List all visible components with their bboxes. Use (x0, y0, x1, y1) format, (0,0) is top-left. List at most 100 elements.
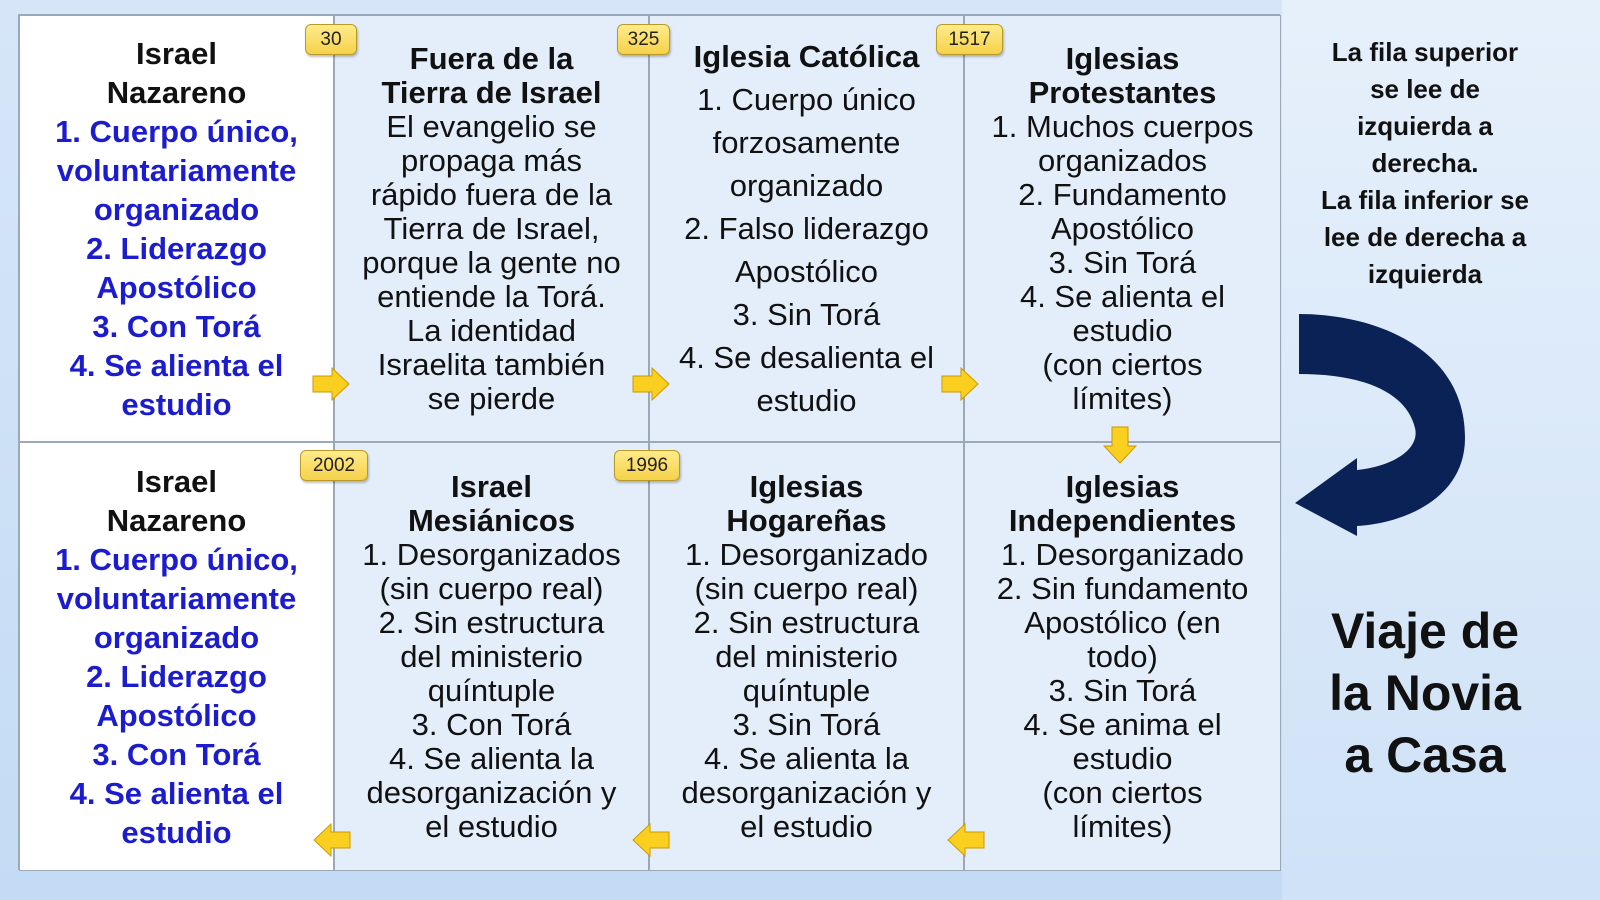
stage-point: Israelita también (377, 346, 606, 382)
stage-point: 1. Cuerpo único, (55, 113, 298, 149)
stage-point: (sin cuerpo real) (694, 570, 919, 606)
stage-point: se pierde (427, 380, 556, 416)
stage-cell: Iglesias Protestantes 1. Muchos cuerpos org… (964, 15, 1281, 442)
year-badge: 1996 (614, 450, 680, 481)
stage-point: porque la gente no (362, 244, 621, 280)
note-line: izquierda a (1357, 111, 1493, 141)
stage-point: voluntariamente (56, 580, 297, 616)
year-badge: 2002 (300, 450, 368, 481)
stage-point: La identidad (407, 312, 576, 348)
arrow-left-icon (947, 823, 985, 857)
stage-point: forzosamente (712, 125, 901, 160)
stage-point: quíntuple (427, 672, 556, 708)
stage-point: 2. Falso liderazgo (684, 211, 929, 246)
stage-point: (sin cuerpo real) (379, 570, 604, 606)
stage-title: Fuera de la (409, 40, 574, 76)
stage-title: Iglesias (1065, 468, 1180, 504)
stage-point: 1. Cuerpo único, (55, 541, 298, 577)
stage-point: Apostólico (96, 269, 257, 305)
stage-title: Iglesia Católica (693, 39, 920, 74)
stage-point: del ministerio (715, 638, 898, 674)
title-line: la Novia (1329, 665, 1521, 721)
stage-point: Apostólico (96, 697, 257, 733)
stage-point: 2. Liderazgo (86, 658, 267, 694)
stage-point: 3. Con Torá (92, 736, 261, 772)
year-badge: 30 (305, 24, 357, 55)
stage-title: Iglesias (1065, 40, 1180, 76)
stage-title: Protestantes (1028, 74, 1217, 110)
stage-title: Nazareno (106, 502, 247, 538)
stage-point: 4. Se alienta el (1019, 278, 1226, 314)
stage-cell: Israel Mesiánicos 1. Desorganizados (sin cu… (334, 442, 649, 871)
stage-point: 1. Desorganizado (685, 536, 928, 572)
stage-point: estudio (121, 386, 232, 422)
stage-point: 1. Desorganizados (362, 536, 621, 572)
note-line: se lee de (1370, 74, 1480, 104)
stage-point: organizado (93, 619, 260, 655)
title-line: Viaje de (1330, 603, 1520, 659)
stage-cell: Iglesias Hogareñas 1. Desorganizado (sin cu… (649, 442, 964, 871)
stage-point: Tierra de Israel, (383, 210, 600, 246)
stage-point: rápido fuera de la (370, 176, 613, 212)
stage-title: Tierra de Israel (381, 74, 602, 110)
stage-point: 4. Se desalienta el (678, 340, 935, 375)
stage-point: 3. Con Torá (92, 308, 261, 344)
stage-point: 1. Desorganizado (1001, 536, 1244, 572)
stage-point: organizados (1038, 142, 1207, 178)
stage-title: Israel (450, 468, 532, 504)
stage-point: (con ciertos (1042, 346, 1203, 382)
reading-note: La fila superior se lee de izquierda a dere… (1290, 34, 1560, 293)
stage-point: estudio (1072, 312, 1173, 348)
note-line: izquierda (1367, 259, 1483, 289)
stage-point: 1. Muchos cuerpos (991, 108, 1254, 144)
arrow-down-icon (1103, 426, 1137, 464)
stage-title: Nazareno (106, 74, 247, 110)
stage-point: entiende la Torá. (377, 278, 606, 314)
stage-point: 3. Sin Torá (1048, 672, 1197, 708)
stage-point: límites) (1072, 808, 1173, 844)
stage-point: voluntariamente (56, 152, 297, 188)
stage-cell: Israel Nazareno 1. Cuerpo único, voluntaria… (19, 15, 334, 442)
stage-point: organizado (93, 191, 260, 227)
stage-point: 3. Con Torá (411, 706, 572, 742)
stage-cell: Israel Nazareno 1. Cuerpo único, voluntaria… (19, 442, 334, 871)
stage-point: el estudio (740, 808, 873, 844)
stage-point: 2. Sin estructura (378, 604, 605, 640)
arrow-right-icon (312, 367, 350, 401)
stage-point: Apostólico (734, 254, 879, 289)
note-line: La fila superior (1331, 37, 1519, 67)
stage-point: Apostólico (en (1024, 604, 1221, 640)
stage-point: organizado (729, 168, 884, 203)
stage-point: 2. Sin estructura (693, 604, 920, 640)
stage-point: el estudio (425, 808, 558, 844)
stage-point: El evangelio se (386, 108, 597, 144)
u-turn-arrow-icon (1295, 314, 1465, 536)
stage-title: Iglesias (749, 468, 864, 504)
stage-point: 4. Se alienta el (69, 775, 284, 811)
stage-cell: Iglesia Católica 1. Cuerpo único forzosame… (649, 15, 964, 442)
stage-point: 2. Fundamento (1018, 176, 1227, 212)
stage-point: 3. Sin Torá (732, 297, 881, 332)
stage-point: 1. Cuerpo único (697, 82, 916, 117)
arrow-left-icon (632, 823, 670, 857)
stage-title: Hogareñas (726, 502, 887, 538)
stage-point: 4. Se anima el (1023, 706, 1222, 742)
stage-point: desorganización y (681, 774, 932, 810)
arrow-right-icon (632, 367, 670, 401)
stage-point: 4. Se alienta el (69, 347, 284, 383)
stage-point: límites) (1072, 380, 1173, 416)
stage-point: todo) (1087, 638, 1158, 674)
slide-title: Viaje de la Novia a Casa (1290, 600, 1560, 786)
timeline-grid: Israel Nazareno 1. Cuerpo único, voluntaria… (18, 14, 1281, 871)
stage-point: del ministerio (400, 638, 583, 674)
note-line: derecha. (1371, 148, 1479, 178)
stage-title: Independientes (1008, 502, 1237, 538)
year-badge: 1517 (936, 24, 1003, 55)
stage-title: Israel (135, 463, 217, 499)
stage-point: (con ciertos (1042, 774, 1203, 810)
stage-point: desorganización y (366, 774, 617, 810)
stage-title: Israel (135, 35, 217, 71)
stage-point: 3. Sin Torá (1048, 244, 1197, 280)
stage-cell: Iglesias Independientes 1. Desorganizado 2.… (964, 442, 1281, 871)
stage-point: 2. Sin fundamento (996, 570, 1249, 606)
